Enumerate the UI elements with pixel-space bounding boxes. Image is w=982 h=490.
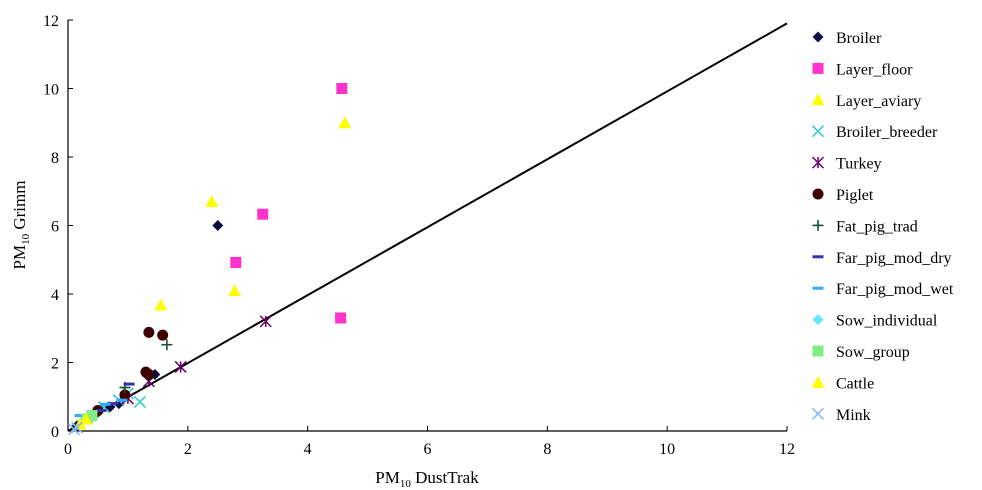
x-tick-label: 2 — [184, 441, 192, 458]
y-tick-label: 0 — [51, 424, 59, 441]
point-layer-aviary — [154, 298, 168, 311]
legend-marker-mink — [811, 407, 825, 420]
legend-label: Mink — [836, 407, 871, 424]
point-piglet — [119, 389, 131, 401]
legend-item-cattle: Cattle — [811, 375, 874, 392]
point-piglet — [143, 368, 155, 380]
legend-label: Fat_pig_trad — [836, 218, 918, 235]
legend-label: Piglet — [836, 187, 874, 204]
y-tick-label: 12 — [43, 13, 59, 30]
y-tick-label: 10 — [43, 82, 59, 99]
legend-label: Broiler_breeder — [836, 124, 938, 141]
data-points — [67, 83, 352, 436]
point-broiler-breeder — [133, 395, 146, 408]
x-tick-label: 6 — [424, 441, 432, 458]
y-axis-title: PM10 Grimm — [10, 181, 32, 270]
legend-marker-layer-floor — [812, 62, 824, 74]
legend-item-broiler-breeder: Broiler_breeder — [811, 124, 938, 141]
point-layer-floor — [257, 208, 269, 220]
legend-item-fat-pig-trad: Fat_pig_trad — [812, 218, 918, 235]
x-tick-label: 12 — [779, 441, 795, 458]
point-far-pig-mod-wet — [74, 414, 86, 418]
y-tick-label: 2 — [51, 356, 59, 373]
point-turkey — [174, 360, 187, 373]
legend-item-sow-group: Sow_group — [812, 344, 910, 361]
legend-item-broiler: Broiler — [812, 30, 882, 47]
legend-item-turkey: Turkey — [811, 156, 882, 173]
legend-marker-far-pig-mod-wet — [812, 286, 824, 290]
point-cattle — [79, 412, 93, 425]
legend-item-mink: Mink — [811, 407, 871, 424]
legend-item-sow-individual: Sow_individual — [812, 313, 938, 330]
point-layer-floor — [335, 312, 347, 324]
x-tick-label: 4 — [304, 441, 312, 458]
point-piglet — [157, 329, 169, 341]
point-far-pig-mod-dry — [107, 402, 119, 406]
point-far-pig-mod-wet — [116, 398, 128, 402]
legend-label: Cattle — [836, 375, 874, 392]
legend-label: Far_pig_mod_dry — [836, 250, 952, 267]
point-far-pig-mod-dry — [123, 382, 135, 386]
x-axis-title: PM10 DustTrak — [375, 468, 479, 490]
legend-item-layer-floor: Layer_floor — [812, 61, 913, 78]
x-tick-label: 10 — [659, 441, 675, 458]
point-layer-floor — [336, 83, 348, 94]
legend-marker-broiler — [812, 31, 824, 43]
legend-label: Broiler — [836, 30, 882, 47]
legend: Broiler Layer_floor Layer_aviary Broiler_br… — [811, 30, 954, 424]
point-fat-pig-trad — [161, 339, 173, 351]
point-mink — [70, 421, 84, 434]
legend-marker-turkey — [811, 156, 825, 169]
point-turkey — [259, 315, 272, 328]
legend-marker-piglet — [812, 188, 824, 200]
point-mink — [67, 423, 81, 436]
legend-marker-fat-pig-trad — [812, 219, 824, 231]
legend-marker-cattle — [811, 375, 825, 388]
legend-item-far-pig-mod-wet: Far_pig_mod_wet — [812, 281, 954, 298]
x-tick-label: 8 — [543, 441, 551, 458]
point-piglet — [143, 326, 155, 338]
legend-item-far-pig-mod-dry: Far_pig_mod_dry — [812, 250, 952, 267]
y-tick-label: 4 — [51, 287, 59, 304]
legend-marker-broiler-breeder — [811, 125, 825, 138]
point-layer-aviary — [205, 195, 219, 208]
point-layer-floor — [230, 256, 242, 268]
legend-marker-sow-individual — [812, 314, 824, 326]
legend-label: Sow_group — [836, 344, 910, 361]
legend-marker-layer-aviary — [811, 93, 825, 106]
point-layer-aviary — [338, 116, 352, 129]
reference-line — [67, 22, 788, 432]
legend-item-piglet: Piglet — [812, 187, 874, 204]
y-tick-label: 6 — [51, 219, 59, 236]
legend-label: Far_pig_mod_wet — [836, 281, 954, 298]
point-far-pig-mod-dry — [95, 408, 107, 412]
legend-label: Layer_aviary — [836, 93, 921, 110]
legend-label: Layer_floor — [836, 61, 913, 78]
point-far-pig-mod-wet — [99, 402, 111, 406]
legend-item-layer-aviary: Layer_aviary — [811, 93, 921, 110]
tick-labels: 0 2 4 6 8 10 12 0 2 4 6 8 10 12 — [43, 13, 795, 458]
legend-marker-sow-group — [812, 345, 824, 357]
legend-label: Turkey — [836, 156, 882, 173]
point-layer-aviary — [228, 284, 242, 297]
axes — [67, 19, 788, 432]
legend-marker-far-pig-mod-dry — [812, 255, 824, 259]
x-tick-label: 0 — [64, 441, 72, 458]
point-broiler — [212, 220, 224, 231]
reference-line-group — [67, 22, 788, 432]
y-tick-label: 8 — [51, 150, 59, 167]
legend-label: Sow_individual — [836, 313, 938, 330]
